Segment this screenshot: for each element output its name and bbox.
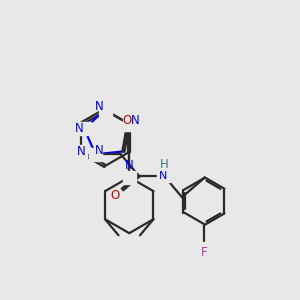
Bar [158, 169, 170, 182]
Text: N: N [76, 146, 85, 158]
Text: N: N [94, 100, 103, 113]
Bar [78, 122, 91, 135]
Text: N: N [125, 159, 134, 172]
Text: O: O [122, 114, 132, 127]
Text: N: N [131, 115, 140, 128]
Text: N: N [75, 122, 84, 135]
Bar [123, 118, 136, 130]
Text: H: H [160, 158, 168, 171]
Text: O: O [110, 189, 119, 202]
Text: N: N [95, 144, 104, 157]
Text: F: F [201, 246, 207, 260]
Text: N: N [159, 171, 167, 181]
Bar [123, 171, 136, 184]
Bar [74, 146, 87, 158]
Bar [98, 103, 112, 116]
Bar [89, 148, 102, 161]
